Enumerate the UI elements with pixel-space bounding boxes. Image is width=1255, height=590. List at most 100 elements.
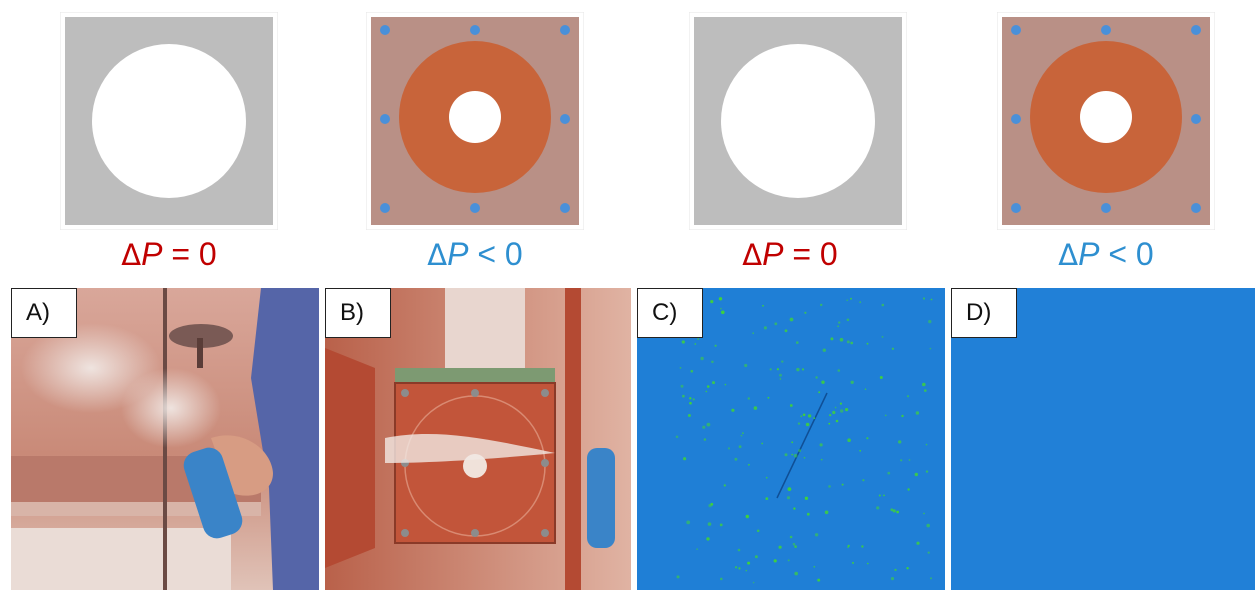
- fluorescent-particle: [802, 413, 806, 417]
- condition-label-1: ΔP = 0: [121, 236, 217, 272]
- fluorescent-particle: [724, 383, 727, 386]
- fluorescent-particle: [748, 463, 750, 466]
- fluorescent-particle: [675, 435, 679, 439]
- fluorescent-particle: [753, 406, 758, 410]
- fluorescent-particle: [891, 347, 895, 350]
- fluorescent-particle: [700, 356, 704, 361]
- fluorescent-particle: [866, 437, 869, 440]
- fluorescent-particle: [908, 459, 911, 461]
- fluorescent-particle: [852, 561, 854, 564]
- fluorescent-particle: [718, 297, 723, 301]
- fluorescent-particle: [794, 571, 798, 576]
- fluorescent-particle: [862, 479, 865, 482]
- fluorescent-particle: [900, 459, 903, 462]
- fluorescent-particle: [734, 457, 738, 461]
- fluorescent-particle: [817, 578, 821, 582]
- fluorescent-particle: [754, 555, 758, 559]
- fluorescent-particle: [916, 541, 920, 545]
- fluorescent-particle: [846, 299, 848, 301]
- fluorescent-particle: [928, 319, 932, 324]
- fluorescent-particle: [738, 567, 741, 570]
- fluorescent-particle: [789, 404, 793, 407]
- fluorescent-particle: [828, 485, 831, 488]
- fluorescent-particle: [720, 307, 722, 310]
- fluorescent-particle: [710, 300, 714, 304]
- fluorescent-particle: [705, 390, 708, 393]
- fluorescent-particle: [745, 514, 749, 519]
- fluorescent-particle: [747, 561, 751, 565]
- fluorescent-particle: [876, 506, 880, 510]
- fluorescent-particle: [789, 317, 794, 322]
- panel-tag-d: D): [951, 288, 1017, 338]
- photo-panel-a: A): [11, 288, 319, 590]
- fluorescent-particle: [846, 318, 850, 322]
- fluorescent-particle: [890, 577, 895, 581]
- fluorescent-particle: [890, 508, 894, 512]
- fluorescent-particle: [804, 311, 807, 314]
- fluorescent-particle: [864, 388, 867, 390]
- fluorescent-particle: [680, 384, 684, 388]
- fluorescent-particle: [789, 535, 793, 539]
- fluorescent-particle: [821, 380, 825, 384]
- fluorescent-particle: [721, 310, 725, 315]
- fluorescent-particle: [804, 496, 809, 500]
- fluorescent-particle: [845, 408, 849, 412]
- fluorescent-particle: [779, 373, 782, 377]
- fluorescent-particle: [898, 440, 902, 444]
- fluorescent-particle: [731, 408, 735, 412]
- fluorescent-particle: [887, 471, 891, 475]
- fluorescent-particle: [841, 483, 844, 486]
- fluorescent-particle: [692, 398, 695, 401]
- fluorescent-particle: [706, 422, 711, 427]
- fluorescent-particle: [850, 380, 854, 384]
- photo-panel-c: C): [637, 288, 945, 590]
- fluorescent-particle: [796, 367, 800, 372]
- fluorescent-particle: [765, 497, 769, 500]
- fluorescent-particle: [689, 397, 692, 400]
- fluorescent-particle: [791, 441, 794, 444]
- fluorescent-particle: [714, 344, 717, 347]
- fluorescent-particle: [866, 342, 869, 345]
- fluorescent-particle: [907, 488, 910, 491]
- fluorescent-particle: [828, 422, 831, 425]
- fluorescent-particle: [679, 367, 682, 369]
- fluorescent-particle: [710, 502, 714, 506]
- fluorescent-particle: [835, 419, 839, 423]
- fluorescent-particle: [737, 548, 741, 552]
- fluorescent-particle: [925, 470, 929, 473]
- fluorescent-particle: [915, 411, 920, 415]
- fluorescent-particle: [834, 406, 837, 409]
- fluorescent-particle: [884, 414, 887, 417]
- fluorescent-particle: [824, 510, 829, 515]
- fluorescent-particle: [892, 509, 896, 513]
- fluorescent-particle: [861, 545, 864, 548]
- fluorescent-particle: [930, 298, 933, 301]
- fluorescent-particle: [712, 381, 715, 385]
- fluorescent-particle: [896, 510, 899, 514]
- fluorescent-particle: [694, 343, 697, 345]
- fluorescent-particle: [792, 542, 796, 546]
- fluorescent-particle: [839, 402, 842, 405]
- fluorescent-particle: [756, 529, 760, 533]
- fluorescent-particle: [829, 414, 832, 417]
- fluorescent-particle: [837, 325, 839, 328]
- schematic-gasket-port-1: [365, 11, 585, 231]
- fluorescent-particle: [720, 577, 723, 581]
- fluorescent-particle: [846, 340, 850, 344]
- fluorescent-particle: [740, 434, 743, 437]
- fluorescent-particle: [769, 368, 772, 371]
- panel-tag-b: B): [325, 288, 391, 338]
- fluorescent-particle: [819, 443, 823, 447]
- fluorescent-particle: [711, 360, 714, 364]
- fluorescent-particle: [723, 484, 726, 487]
- fluorescent-particle: [752, 581, 755, 584]
- fluorescent-particle: [822, 348, 826, 352]
- condition-label-4: ΔP < 0: [1058, 236, 1154, 272]
- fluorescent-particle: [682, 394, 685, 398]
- fluorescent-particle: [801, 368, 805, 371]
- schematic-open-aperture-1: [59, 11, 279, 231]
- fluorescent-particle: [773, 559, 777, 563]
- fluorescent-particle: [794, 545, 797, 548]
- condition-label-3: ΔP = 0: [742, 236, 838, 272]
- fluorescent-particle: [784, 453, 788, 457]
